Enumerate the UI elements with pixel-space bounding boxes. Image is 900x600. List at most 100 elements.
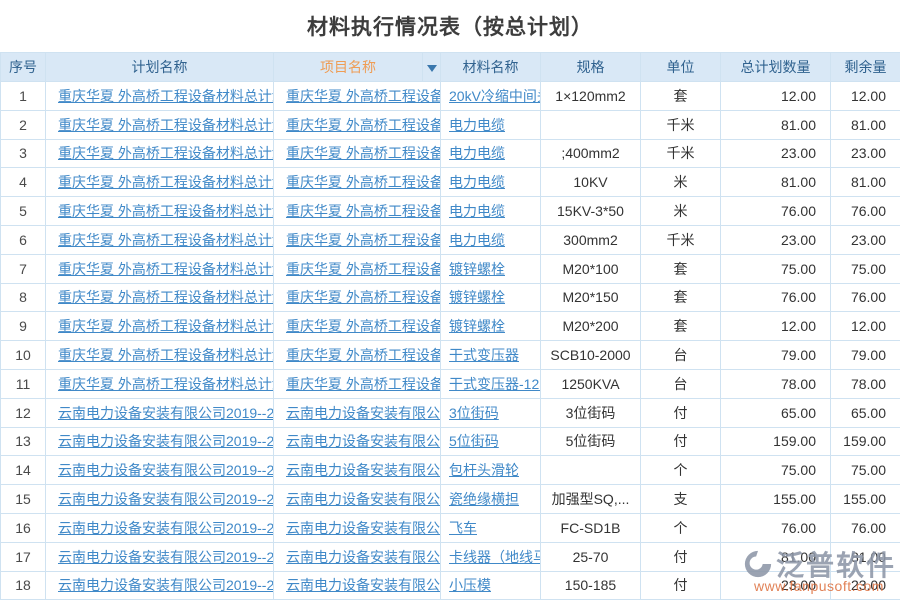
project-name-link[interactable]: 云南电力设备安装有限公司2 [273,512,441,543]
material-name-link[interactable]: 电力电缆 [440,109,541,140]
spec-value [540,109,641,140]
project-name-link[interactable]: 云南电力设备安装有限公司2 [273,426,441,457]
unit-value: 套 [640,81,721,111]
material-name-link[interactable]: 镀锌螺栓 [440,253,541,284]
plan-name-link[interactable]: 重庆华夏 外高桥工程设备材料总计划 [45,109,274,140]
remaining-value: 78.00 [830,368,900,399]
table-row: 6 重庆华夏 外高桥工程设备材料总计划 重庆华夏 外高桥工程设备 电力电缆 300mm2… [0,224,900,255]
remaining-value: 81.00 [830,109,900,140]
plan-name-link[interactable]: 云南电力设备安装有限公司2019--2020 [45,455,274,486]
project-name-link[interactable]: 重庆华夏 外高桥工程设备 [273,138,441,169]
total-qty-value: 78.00 [720,368,831,399]
remaining-value: 159.00 [830,426,900,457]
unit-value: 付 [640,426,721,457]
row-index: 3 [0,138,46,169]
material-name-link[interactable]: 20kV冷缩中间头 [440,81,541,111]
total-qty-value: 23.00 [720,224,831,255]
material-name-link[interactable]: 瓷绝缘横担 [440,484,541,514]
project-name-link[interactable]: 重庆华夏 外高桥工程设备 [273,368,441,399]
material-name-link[interactable]: 包杆头滑轮 [440,455,541,486]
material-name-link[interactable]: 小压模 [440,570,541,600]
plan-name-link[interactable]: 重庆华夏 外高桥工程设备材料总计划 [45,224,274,255]
spec-value: 加强型SQ,... [540,484,641,514]
spec-value: 150-185 [540,570,641,600]
plan-name-link[interactable]: 重庆华夏 外高桥工程设备材料总计划 [45,368,274,399]
unit-value: 台 [640,340,721,370]
unit-value: 千米 [640,224,721,255]
project-name-link[interactable]: 重庆华夏 外高桥工程设备 [273,340,441,370]
plan-name-link[interactable]: 云南电力设备安装有限公司2019--2020 [45,484,274,514]
plan-name-link[interactable]: 云南电力设备安装有限公司2019--2020 [45,397,274,428]
row-index: 11 [0,368,46,399]
table-row: 8 重庆华夏 外高桥工程设备材料总计划 重庆华夏 外高桥工程设备 镀锌螺栓 M20*15… [0,282,900,313]
project-name-link[interactable]: 重庆华夏 外高桥工程设备 [273,282,441,313]
table-row: 4 重庆华夏 外高桥工程设备材料总计划 重庆华夏 外高桥工程设备 电力电缆 10KV 米 8… [0,167,900,198]
plan-name-link[interactable]: 云南电力设备安装有限公司2019--2020 [45,512,274,543]
spec-value: 300mm2 [540,224,641,255]
remaining-value: 75.00 [830,253,900,284]
material-name-link[interactable]: 3位街码 [440,397,541,428]
col-header-project-name[interactable]: 项目名称 [273,52,423,82]
material-name-link[interactable]: 镀锌螺栓 [440,282,541,313]
remaining-value: 23.00 [830,138,900,169]
material-name-link[interactable]: 5位街码 [440,426,541,457]
plan-name-link[interactable]: 重庆华夏 外高桥工程设备材料总计划 [45,81,274,111]
unit-value: 套 [640,253,721,284]
material-name-link[interactable]: 干式变压器-1250 [440,368,541,399]
material-name-link[interactable]: 干式变压器 [440,340,541,370]
project-name-link[interactable]: 云南电力设备安装有限公司2 [273,397,441,428]
project-name-link[interactable]: 重庆华夏 外高桥工程设备 [273,196,441,226]
plan-name-link[interactable]: 重庆华夏 外高桥工程设备材料总计划 [45,196,274,226]
plan-name-link[interactable]: 重庆华夏 外高桥工程设备材料总计划 [45,167,274,198]
unit-value: 米 [640,167,721,198]
col-header-spec: 规格 [540,52,641,82]
project-name-link[interactable]: 云南电力设备安装有限公司2 [273,541,441,572]
project-name-link[interactable]: 云南电力设备安装有限公司2 [273,455,441,486]
table-row: 15云南电力设备安装有限公司2019--2020云南电力设备安装有限公司2瓷绝缘… [0,484,900,514]
col-header-material-name: 材料名称 [440,52,541,82]
project-name-link[interactable]: 重庆华夏 外高桥工程设备 [273,311,441,342]
material-name-link[interactable]: 电力电缆 [440,224,541,255]
plan-name-link[interactable]: 云南电力设备安装有限公司2019--2020 [45,570,274,600]
material-name-link[interactable]: 电力电缆 [440,138,541,169]
remaining-value: 76.00 [830,282,900,313]
row-index: 9 [0,311,46,342]
table-header: 序号 计划名称 项目名称 材料名称 规格 单位 总计划数量 剩余量 [0,52,900,82]
project-name-link[interactable]: 重庆华夏 外高桥工程设备 [273,253,441,284]
plan-name-link[interactable]: 重庆华夏 外高桥工程设备材料总计划 [45,282,274,313]
remaining-value: 155.00 [830,484,900,514]
plan-name-link[interactable]: 重庆华夏 外高桥工程设备材料总计划 [45,340,274,370]
row-index: 4 [0,167,46,198]
plan-name-link[interactable]: 云南电力设备安装有限公司2019--2020 [45,426,274,457]
material-name-link[interactable]: 电力电缆 [440,196,541,226]
remaining-value: 79.00 [830,340,900,370]
project-name-link[interactable]: 重庆华夏 外高桥工程设备 [273,167,441,198]
project-name-link[interactable]: 云南电力设备安装有限公司2 [273,484,441,514]
plan-name-link[interactable]: 云南电力设备安装有限公司2019--2020 [45,541,274,572]
project-name-link[interactable]: 云南电力设备安装有限公司2 [273,570,441,600]
total-qty-value: 81.00 [720,541,831,572]
table-row: 14云南电力设备安装有限公司2019--2020云南电力设备安装有限公司2包杆头… [0,455,900,486]
plan-name-link[interactable]: 重庆华夏 外高桥工程设备材料总计划 [45,253,274,284]
spec-value: 25-70 [540,541,641,572]
material-name-link[interactable]: 卡线器（地线马 [440,541,541,572]
material-name-link[interactable]: 电力电缆 [440,167,541,198]
plan-name-link[interactable]: 重庆华夏 外高桥工程设备材料总计划 [45,311,274,342]
project-filter-dropdown[interactable] [422,52,441,82]
material-name-link[interactable]: 飞车 [440,512,541,543]
plan-name-link[interactable]: 重庆华夏 外高桥工程设备材料总计划 [45,138,274,169]
col-header-plan-name: 计划名称 [45,52,274,82]
unit-value: 套 [640,311,721,342]
spec-value: M20*200 [540,311,641,342]
project-name-link[interactable]: 重庆华夏 外高桥工程设备 [273,224,441,255]
unit-value: 支 [640,484,721,514]
project-name-link[interactable]: 重庆华夏 外高桥工程设备 [273,81,441,111]
material-execution-table: 序号 计划名称 项目名称 材料名称 规格 单位 总计划数量 剩余量 1 重庆华夏 … [0,52,900,600]
unit-value: 个 [640,455,721,486]
project-name-link[interactable]: 重庆华夏 外高桥工程设备 [273,109,441,140]
row-index: 7 [0,253,46,284]
chevron-down-icon[interactable] [426,64,437,72]
material-name-link[interactable]: 镀锌螺栓 [440,311,541,342]
table-row: 5 重庆华夏 外高桥工程设备材料总计划 重庆华夏 外高桥工程设备 电力电缆 15KV-3… [0,196,900,226]
